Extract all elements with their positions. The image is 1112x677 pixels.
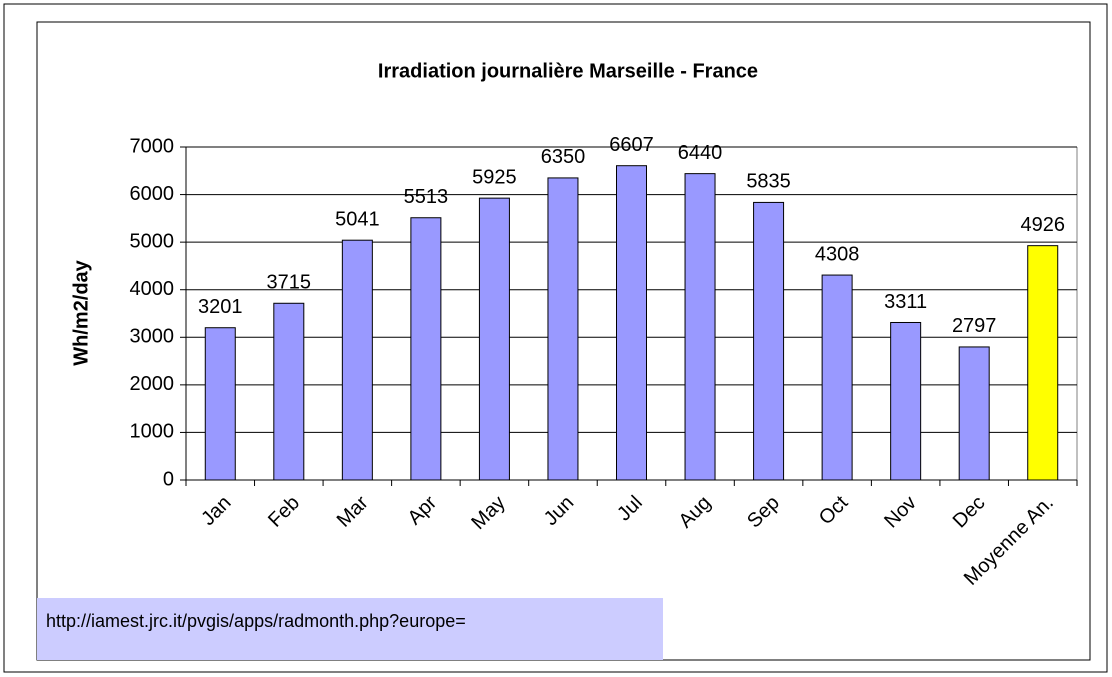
bar (684, 173, 716, 481)
data-label: 4926 (1020, 214, 1065, 236)
data-label: 3311 (884, 291, 927, 313)
data-label: 5925 (472, 166, 517, 188)
bar (958, 346, 990, 481)
data-label: 3201 (198, 296, 243, 318)
y-tick-label: 5000 (130, 230, 175, 252)
bar (890, 321, 922, 481)
bar (341, 239, 373, 481)
data-label: 6350 (541, 146, 586, 168)
y-tick-label: 2000 (130, 373, 175, 395)
y-axis-label: Wh/m2/day (70, 259, 92, 365)
bar (410, 217, 442, 481)
bar (478, 197, 510, 481)
data-label: 6440 (678, 142, 723, 164)
data-label: 4308 (815, 243, 860, 265)
bar (273, 302, 305, 481)
source-note: http://iamest.jrc.it/pvgis/apps/radmonth… (46, 611, 466, 631)
y-tick-label: 1000 (130, 421, 175, 443)
y-tick-label: 7000 (130, 135, 175, 157)
bar (204, 327, 236, 481)
y-tick-label: 0 (163, 468, 174, 490)
y-tick-label: 6000 (130, 183, 175, 205)
data-label: 2797 (952, 315, 997, 337)
y-tick-label: 4000 (130, 278, 175, 300)
y-tick-label: 3000 (130, 326, 175, 348)
bar (821, 274, 853, 481)
bar (547, 177, 579, 481)
chart-title: Irradiation journalière Marseille - Fran… (378, 60, 758, 82)
data-label: 3715 (267, 272, 312, 294)
bar (1027, 245, 1059, 481)
data-label: 6607 (609, 134, 654, 156)
data-label: 5041 (335, 208, 380, 230)
data-label: 5835 (746, 171, 791, 193)
bar (753, 201, 785, 481)
bar (616, 165, 647, 481)
data-label: 5513 (404, 186, 449, 208)
source-box (37, 598, 663, 660)
